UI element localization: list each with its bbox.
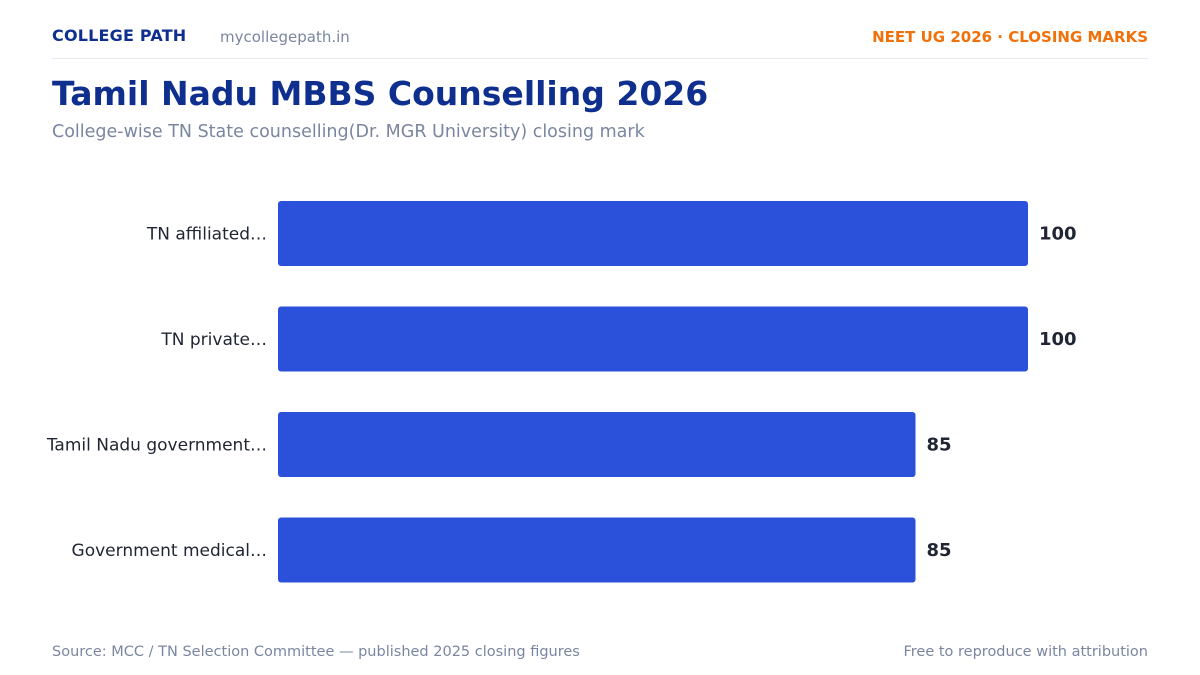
source-note: Source: MCC / TN Selection Committee — p…	[52, 644, 580, 660]
header-tag: NEET UG 2026 · CLOSING MARKS	[872, 28, 1148, 46]
bar-tn-private	[278, 306, 1028, 372]
header-divider	[52, 58, 1148, 59]
category-label-government-medical: Government medical…	[72, 541, 267, 561]
value-label-tn-affiliated: 100	[1039, 224, 1077, 245]
page-subtitle: College-wise TN State counselling(Dr. MG…	[52, 122, 645, 142]
bar-tn-affiliated	[278, 201, 1028, 266]
value-label-government-medical: 85	[927, 540, 952, 561]
value-label-tn-private: 100	[1039, 329, 1077, 350]
page-title: Tamil Nadu MBBS Counselling 2026	[52, 74, 709, 113]
value-label-tamil-nadu-government: 85	[927, 435, 952, 456]
attribution-note: Free to reproduce with attribution	[903, 644, 1148, 660]
category-label-tamil-nadu-government: Tamil Nadu government…	[46, 436, 267, 456]
brand-name: COLLEGE PATH	[52, 26, 187, 45]
category-label-tn-affiliated: TN affiliated…	[146, 225, 267, 245]
category-label-tn-private: TN private…	[160, 330, 267, 350]
brand-domain: mycollegepath.in	[220, 28, 350, 46]
bar-tamil-nadu-government	[278, 412, 916, 477]
bar-government-medical	[278, 517, 916, 583]
